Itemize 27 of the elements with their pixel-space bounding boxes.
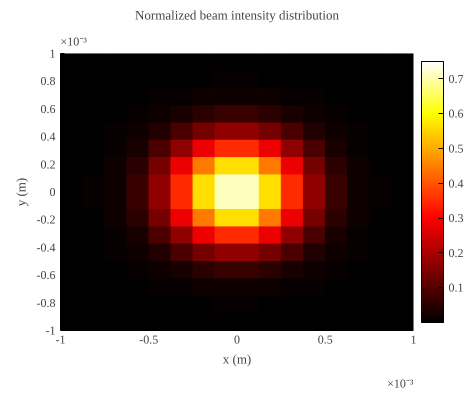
color-bar-label: 0.5 <box>448 142 464 156</box>
y-tick-label: 0.4 <box>40 130 56 144</box>
color-bar-label: 0.7 <box>448 72 464 86</box>
y-tick-label: 1 <box>50 46 56 60</box>
color-bar-label: 0.3 <box>448 211 464 226</box>
x-tick-label: 1 <box>410 332 416 346</box>
color-bar-label: 0.2 <box>448 246 464 260</box>
color-bar-label: 0.4 <box>448 176 464 190</box>
y-tick-label: -1 <box>46 324 56 338</box>
y-tick-label: 0.6 <box>40 102 56 116</box>
text: ×10⁻³ <box>60 34 88 48</box>
y-tick-label: 0 <box>50 185 56 199</box>
color-bar-label: 0.1 <box>448 280 464 295</box>
y-tick-label: -0.6 <box>36 268 56 282</box>
y-tick-label: -0.4 <box>36 240 56 254</box>
y-tick-label: 0.8 <box>40 74 56 88</box>
text: ×10⁻³ <box>387 376 414 390</box>
y-tick-label: -0.2 <box>36 212 56 227</box>
x-axis-title: x (m) <box>222 352 252 366</box>
x-tick-label: -0.5 <box>139 332 158 346</box>
x-tick-label: 0.5 <box>318 332 333 346</box>
x-tick-label: 0 <box>234 332 240 346</box>
chart-title: Normalized beam intensity distribution <box>135 8 340 22</box>
color-bar-label: 0.6 <box>448 106 464 121</box>
y-tick-label: 0.2 <box>40 157 56 172</box>
y-tick-label: -0.8 <box>36 296 56 310</box>
y-axis-title: y (m) <box>14 178 29 206</box>
